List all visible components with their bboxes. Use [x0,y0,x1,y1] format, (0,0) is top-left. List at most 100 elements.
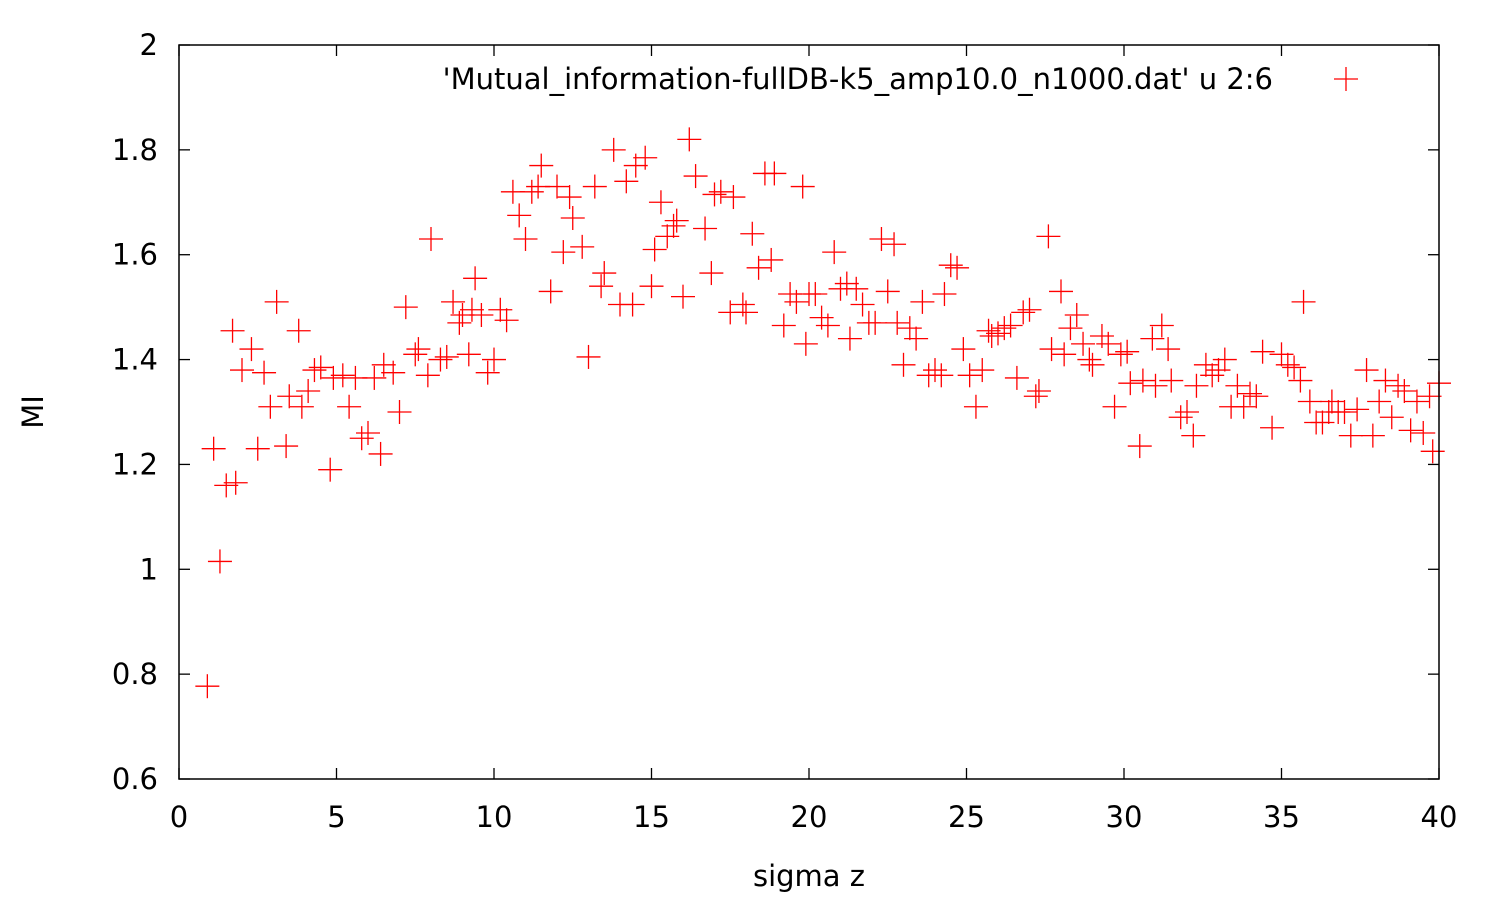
data-point [1096,331,1121,356]
x-tick-label: 10 [476,800,513,834]
data-point [330,363,355,388]
data-point [538,279,563,304]
data-point [289,394,314,419]
data-point [1118,371,1143,396]
x-tick-label: 30 [1106,800,1143,834]
y-axis: 0.6 0.8 1 1.2 1.4 1.6 1.8 2 [112,28,1439,796]
data-point [1011,300,1036,325]
data-point [230,358,254,383]
x-tick-label: 40 [1421,800,1458,834]
data-point [337,394,362,419]
x-tick-label: 15 [633,800,670,834]
data-point [1168,405,1193,430]
data-point [223,470,248,495]
data-point [1332,400,1357,424]
data-point [1379,405,1404,430]
data-point [1193,352,1218,377]
data-point [592,261,617,286]
data-point [1288,368,1313,393]
data-point [1149,313,1174,338]
data-point [1244,384,1269,409]
data-point [576,344,601,369]
data-point [1108,342,1133,367]
data-point [214,473,239,498]
data-point [321,365,346,390]
data-point [1338,423,1363,448]
data-point [633,145,658,170]
data-point [302,358,327,383]
data-point [938,253,963,278]
data-point [1225,373,1250,398]
y-tick-label: 0.8 [112,657,158,691]
data-point [201,436,226,461]
data-point [1319,389,1344,414]
data-point [992,316,1017,341]
legend-marker-plus [1334,67,1358,91]
data-point [469,303,494,328]
data-point [822,240,847,265]
data-point [639,274,664,299]
data-point [1411,420,1436,445]
data-point [387,400,412,424]
x-axis-label: sigma z [753,859,865,893]
data-point [482,347,506,372]
data-point [664,208,689,233]
data-point [419,226,443,251]
data-point [1159,368,1184,393]
data-point [1175,400,1199,424]
data-point [582,174,607,199]
data-point [1398,418,1423,443]
data-point [699,261,724,286]
data-point [1420,439,1445,464]
data-point [434,344,459,369]
data-point [277,384,302,409]
x-tick-label: 25 [948,800,985,834]
data-point [875,279,900,304]
data-point [1102,394,1127,419]
data-point [998,313,1023,338]
data-point [1052,342,1077,367]
data-point [793,331,818,356]
data-point [1140,326,1165,351]
data-point [708,179,733,204]
y-tick-label: 1.8 [112,133,158,167]
data-point [1345,397,1370,422]
data-point [507,203,532,228]
data-point [1130,368,1155,393]
data-point [979,323,1004,348]
data-point [620,292,645,317]
data-point [570,234,595,259]
data-point [207,549,232,574]
data-point [1077,347,1102,372]
data-point [308,355,333,380]
data-point [642,237,667,262]
y-tick-label: 1.6 [112,238,158,272]
data-point [1354,358,1379,383]
data-point [368,441,393,466]
data-point [815,313,840,338]
data-point [803,282,828,307]
data-point [963,394,988,419]
data-point [986,321,1010,346]
data-point [258,394,283,419]
data-point [551,240,576,265]
data-point [362,365,387,390]
data-point [844,276,869,301]
data-point [677,127,702,152]
data-point [1049,279,1073,304]
data-point [721,185,746,210]
data-point [951,337,976,362]
data-point [264,289,289,314]
data-point [1206,358,1231,383]
y-tick-label: 0.6 [112,762,158,796]
data-point [1143,373,1168,398]
data-point [274,434,299,459]
legend: 'Mutual_information-fullDB-k5_amp10.0_n1… [443,62,1358,96]
data-point [1404,389,1429,414]
data-point [318,457,343,482]
data-point [252,360,277,385]
data-point [1071,331,1096,356]
data-point [381,360,406,385]
data-point [869,226,894,251]
data-point [740,221,765,246]
